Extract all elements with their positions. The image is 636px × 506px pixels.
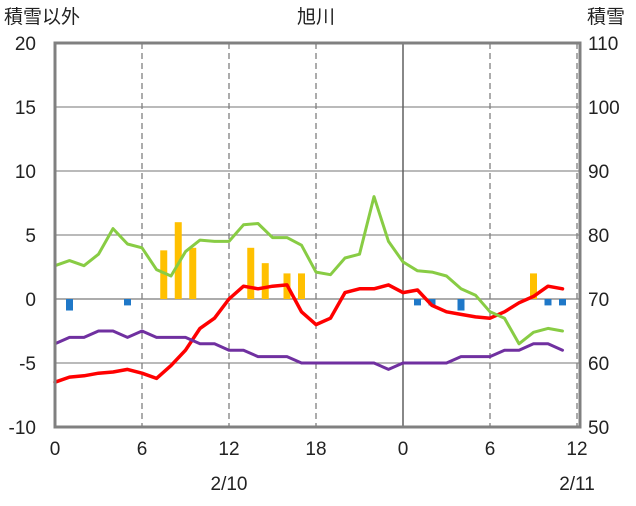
x-tick-label: 6 bbox=[137, 439, 148, 460]
x-tick-label: 12 bbox=[566, 439, 587, 460]
y-tick-right: 70 bbox=[588, 290, 609, 311]
left-axis-label: 積雪以外 bbox=[4, 6, 80, 28]
y-tick-left: -5 bbox=[19, 354, 36, 375]
bar-sunshine bbox=[414, 299, 421, 306]
x-tick-label: 0 bbox=[50, 439, 61, 460]
bar-precip bbox=[530, 273, 537, 299]
series-line-1 bbox=[53, 195, 564, 346]
y-tick-right: 90 bbox=[588, 162, 609, 183]
chart-title: 旭川 bbox=[297, 6, 335, 28]
series-line-0 bbox=[53, 283, 565, 384]
y-tick-left: -10 bbox=[9, 418, 36, 439]
bar-sunshine bbox=[457, 299, 465, 311]
bar-sunshine bbox=[124, 299, 131, 306]
bar-sunshine bbox=[66, 299, 73, 311]
plot-frame bbox=[53, 41, 582, 429]
y-tick-right: 60 bbox=[588, 354, 609, 375]
x-tick-label: 12 bbox=[218, 439, 239, 460]
bar-precip bbox=[247, 247, 255, 299]
x-tick-label: 0 bbox=[398, 439, 409, 460]
bar-sunshine bbox=[428, 299, 436, 306]
x-tick-label: 18 bbox=[305, 439, 326, 460]
y-tick-right: 100 bbox=[588, 98, 620, 119]
bar-precip bbox=[298, 273, 305, 299]
x-tick-label: 6 bbox=[485, 439, 496, 460]
bar-precip bbox=[261, 263, 269, 299]
y-tick-left: 10 bbox=[15, 162, 36, 183]
y-tick-left: 0 bbox=[25, 290, 36, 311]
y-tick-left: 15 bbox=[15, 98, 36, 119]
bar-sunshine bbox=[559, 299, 566, 306]
y-tick-left: 20 bbox=[15, 34, 36, 55]
series-line-2 bbox=[53, 329, 564, 371]
y-tick-left: 5 bbox=[25, 226, 36, 247]
x-date-label: 2/10 bbox=[211, 474, 248, 495]
bar-precip bbox=[160, 250, 168, 299]
bar-precip bbox=[174, 222, 182, 299]
bar-precip bbox=[189, 247, 197, 299]
y-tick-right: 50 bbox=[588, 418, 609, 439]
y-tick-right: 110 bbox=[588, 34, 618, 55]
x-date-label: 2/11 bbox=[559, 474, 595, 495]
bar-sunshine bbox=[544, 299, 552, 306]
y-tick-right: 80 bbox=[588, 226, 609, 247]
right-axis-label: 積雪 bbox=[587, 6, 625, 28]
